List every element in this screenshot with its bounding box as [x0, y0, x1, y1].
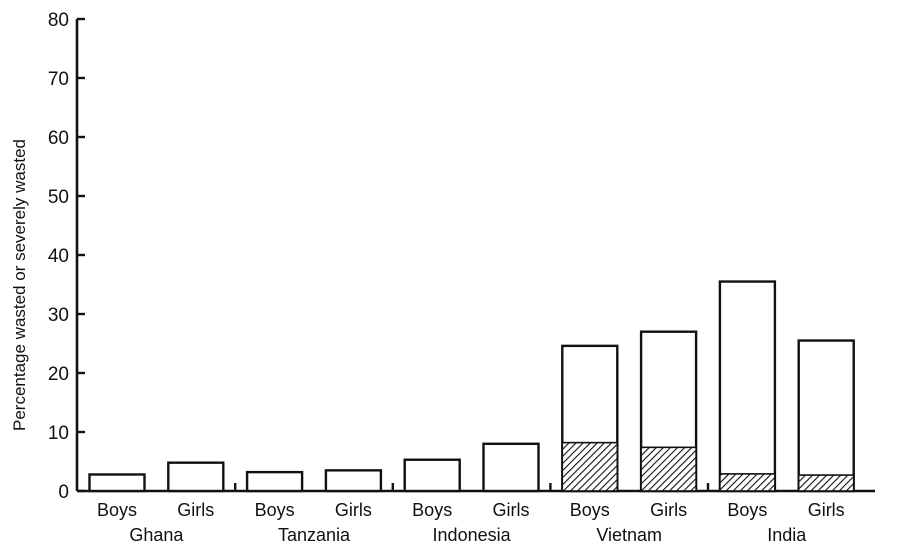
x-category-label: Girls	[808, 500, 845, 520]
y-tick-label: 30	[48, 305, 69, 326]
y-axis-title: Percentage wasted or severely wasted	[10, 139, 29, 431]
x-category-label: Girls	[650, 500, 687, 520]
bar-wasted	[482, 442, 540, 493]
bar-wasted	[167, 461, 225, 493]
bar-wasted	[797, 339, 855, 493]
x-group-label: Ghana	[129, 525, 184, 545]
bar-severely-wasted	[640, 446, 697, 492]
y-tick-label: 40	[48, 246, 69, 267]
bar-wasted	[718, 280, 777, 493]
x-category-label: Boys	[412, 500, 452, 520]
bar-wasted	[245, 470, 304, 493]
bar-wasted	[403, 458, 461, 493]
x-category-label: Boys	[570, 500, 610, 520]
y-tick-label: 80	[48, 10, 69, 31]
y-tick-label: 10	[48, 423, 69, 444]
bar-severely-wasted	[561, 441, 619, 492]
x-category-label: Boys	[97, 500, 137, 520]
chart-labels: 0 10 20 30 40 50 60 70 80 Percentage wasted or se…	[10, 10, 845, 545]
bar-wasted	[324, 469, 383, 493]
chart-bars	[88, 280, 855, 493]
x-group-label: Indonesia	[433, 525, 512, 545]
x-category-label: Boys	[727, 500, 767, 520]
x-category-label: Girls	[335, 500, 372, 520]
y-tick-label: 70	[48, 69, 69, 90]
x-category-label: Boys	[255, 500, 295, 520]
y-tick-label: 50	[48, 187, 69, 208]
x-group-label: Tanzania	[278, 525, 351, 545]
x-group-label: India	[767, 525, 807, 545]
y-tick-label: 60	[48, 128, 69, 149]
x-category-label: Girls	[177, 500, 214, 520]
y-tick-label: 0	[58, 482, 69, 503]
bar-severely-wasted	[797, 474, 855, 492]
x-group-label: Vietnam	[596, 525, 662, 545]
bar-wasted	[88, 473, 146, 493]
y-tick-label: 20	[48, 364, 69, 385]
bar-severely-wasted	[719, 473, 776, 492]
x-category-label: Girls	[493, 500, 530, 520]
